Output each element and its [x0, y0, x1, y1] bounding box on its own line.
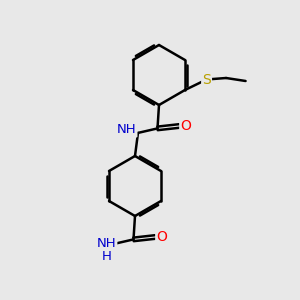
Text: NH: NH — [97, 237, 116, 250]
Text: NH: NH — [117, 123, 136, 136]
Text: O: O — [156, 230, 167, 244]
Text: S: S — [202, 73, 211, 86]
Text: O: O — [180, 119, 191, 133]
Text: H: H — [102, 250, 111, 263]
